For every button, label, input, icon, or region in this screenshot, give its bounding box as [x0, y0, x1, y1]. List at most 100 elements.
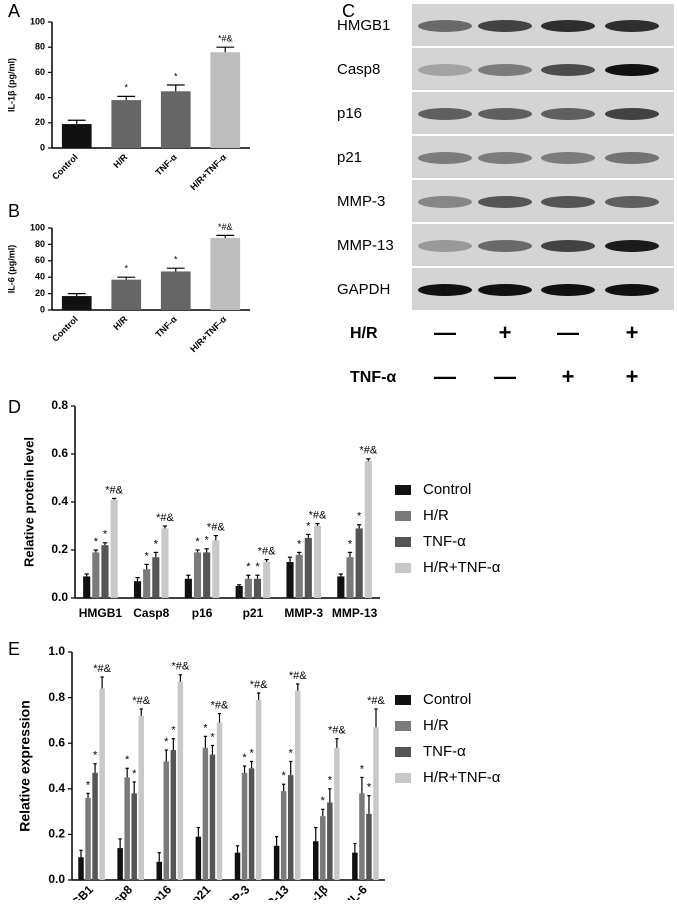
y-tick-label: 40: [35, 92, 45, 102]
bar: [327, 802, 333, 880]
error-bar: [166, 84, 185, 92]
x-tick-label: p21: [189, 882, 214, 900]
bar: [170, 750, 177, 880]
blot-row-label: GAPDH: [337, 281, 390, 298]
significance-label: *#&: [172, 661, 190, 673]
error-bar: [338, 573, 343, 577]
error-bar: [153, 551, 158, 558]
bar: [263, 562, 271, 598]
blot-band: [605, 240, 659, 252]
x-tick-label: p16: [192, 606, 213, 620]
significance-label: *#&: [218, 34, 233, 44]
bar: [203, 552, 211, 598]
blot-band: [478, 284, 532, 296]
bar: [248, 768, 255, 880]
y-tick-label: 20: [35, 288, 45, 298]
bar: [161, 528, 169, 598]
blot-band: [478, 108, 532, 120]
error-bar: [171, 738, 175, 751]
significance-label: *#&: [132, 695, 150, 707]
bar: [209, 754, 216, 880]
blot-band: [541, 152, 595, 164]
error-bar: [246, 574, 251, 579]
blot-band: [418, 240, 472, 252]
blot-band: [541, 196, 595, 208]
bar: [131, 793, 137, 880]
significance-label: *: [289, 747, 294, 759]
significance-label: *: [282, 770, 287, 782]
error-bar: [256, 692, 261, 700]
y-tick-label: 100: [30, 16, 45, 26]
condition-sign: —: [557, 320, 579, 345]
error-bar: [93, 549, 98, 553]
x-tick-label: MMP-3: [215, 882, 252, 900]
error-bar: [117, 276, 136, 280]
x-tick-label: MMP-13: [250, 882, 292, 900]
blot-band: [418, 64, 472, 76]
x-tick-label: H/R: [111, 152, 129, 170]
bar: [337, 576, 345, 598]
legend-swatch: [395, 747, 411, 757]
bar: [286, 562, 294, 598]
bar: [85, 797, 91, 880]
blot-row-label: Casp8: [337, 61, 380, 78]
x-tick-label: H/R+TNF-α: [188, 152, 228, 192]
blot-band: [541, 108, 595, 120]
error-bar: [321, 808, 325, 817]
significance-label: *#&: [93, 663, 111, 675]
significance-label: *: [203, 722, 208, 734]
significance-label: *#&: [289, 670, 307, 682]
error-bar: [347, 551, 353, 558]
significance-label: *#&: [328, 725, 346, 737]
error-bar: [216, 234, 235, 238]
blot-row-label: HMGB1: [337, 17, 390, 34]
bar: [234, 852, 241, 880]
y-tick-label: 100: [30, 222, 45, 232]
blot-band: [418, 284, 472, 296]
bar: [295, 690, 301, 880]
y-axis-title: Relative expression: [17, 700, 33, 832]
significance-label: *: [205, 535, 210, 547]
significance-label: *: [246, 561, 251, 573]
legend-label: H/R: [423, 717, 449, 734]
error-bar: [132, 781, 136, 794]
error-bar: [84, 573, 89, 577]
error-bar: [282, 783, 286, 792]
bar: [117, 848, 123, 880]
blot-band: [605, 284, 659, 296]
bar: [346, 557, 354, 598]
significance-label: *: [195, 536, 200, 548]
error-bar: [86, 792, 90, 798]
error-bar: [204, 548, 209, 553]
bar: [212, 540, 220, 598]
error-bar: [117, 95, 136, 101]
error-bar: [203, 735, 208, 748]
significance-label: *: [357, 511, 362, 523]
x-tick-label: H/R+TNF-α: [188, 314, 228, 354]
legend-label: Control: [423, 691, 471, 708]
legend-swatch: [395, 721, 411, 731]
bar: [111, 100, 142, 148]
error-bar: [357, 524, 362, 529]
bar: [334, 747, 340, 880]
significance-label: *#&: [218, 222, 233, 232]
condition-label: H/R: [350, 325, 378, 342]
significance-label: *#&: [309, 510, 327, 522]
significance-label: *: [297, 538, 302, 550]
condition-sign: —: [434, 364, 456, 389]
bar: [359, 793, 365, 880]
bar: [210, 52, 241, 148]
bar: [273, 845, 280, 880]
error-bar: [314, 826, 318, 842]
blot-row-label: p16: [337, 105, 362, 122]
error-bar: [112, 497, 117, 500]
y-axis-title: Relative protein level: [21, 437, 36, 567]
blot-band: [605, 20, 659, 32]
error-bar: [235, 845, 240, 853]
y-tick-label: 0.8: [51, 398, 68, 412]
blot-band: [541, 64, 595, 76]
bar: [241, 772, 248, 880]
condition-sign: +: [499, 320, 512, 345]
significance-label: *: [154, 538, 159, 550]
